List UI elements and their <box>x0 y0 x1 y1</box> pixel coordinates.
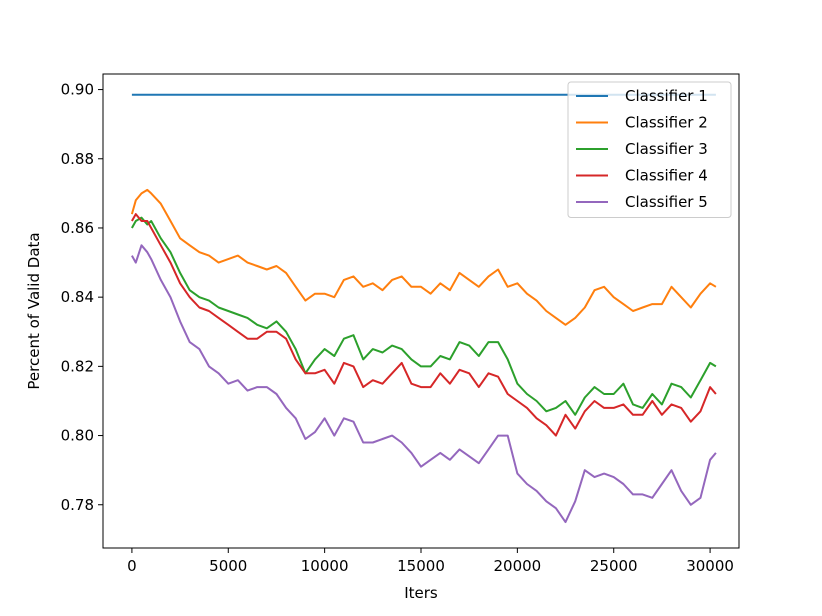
y-axis-title: Percent of Valid Data <box>25 232 43 389</box>
legend-label-3: Classifier 3 <box>625 140 708 158</box>
series-line-4 <box>131 213 717 437</box>
y-tick-label: 0.86 <box>61 219 94 237</box>
x-tick-label: 0 <box>127 557 137 575</box>
y-tick-label: 0.90 <box>61 81 94 99</box>
y-tick-label: 0.82 <box>61 357 94 375</box>
series-line-3 <box>131 216 717 416</box>
y-tick-label: 0.78 <box>61 496 94 514</box>
y-tick-label: 0.84 <box>61 288 94 306</box>
y-tick-label: 0.80 <box>61 427 94 445</box>
x-tick-label: 25000 <box>590 557 638 575</box>
y-axis: 0.78 0.80 0.82 0.84 0.86 0.88 0.90 <box>61 81 103 514</box>
legend-label-1: Classifier 1 <box>625 87 708 105</box>
plot-lines <box>130 93 717 524</box>
legend-label-4: Classifier 4 <box>625 167 708 185</box>
legend-box <box>567 81 732 218</box>
legend-label-2: Classifier 2 <box>625 114 708 132</box>
x-axis: 0 5000 10000 15000 20000 25000 30000 <box>127 548 734 575</box>
legend: Classifier 1 Classifier 2 Classifier 3 Clas… <box>567 81 732 218</box>
x-tick-label: 20000 <box>494 557 542 575</box>
x-tick-label: 5000 <box>209 557 247 575</box>
legend-label-5: Classifier 5 <box>625 193 708 211</box>
series-line-2 <box>130 188 717 326</box>
y-tick-label: 0.88 <box>61 150 94 168</box>
series-line-5 <box>131 244 717 524</box>
x-tick-label: 30000 <box>686 557 734 575</box>
x-tick-label: 10000 <box>301 557 349 575</box>
x-axis-title: Iters <box>404 584 438 602</box>
x-tick-label: 15000 <box>397 557 445 575</box>
